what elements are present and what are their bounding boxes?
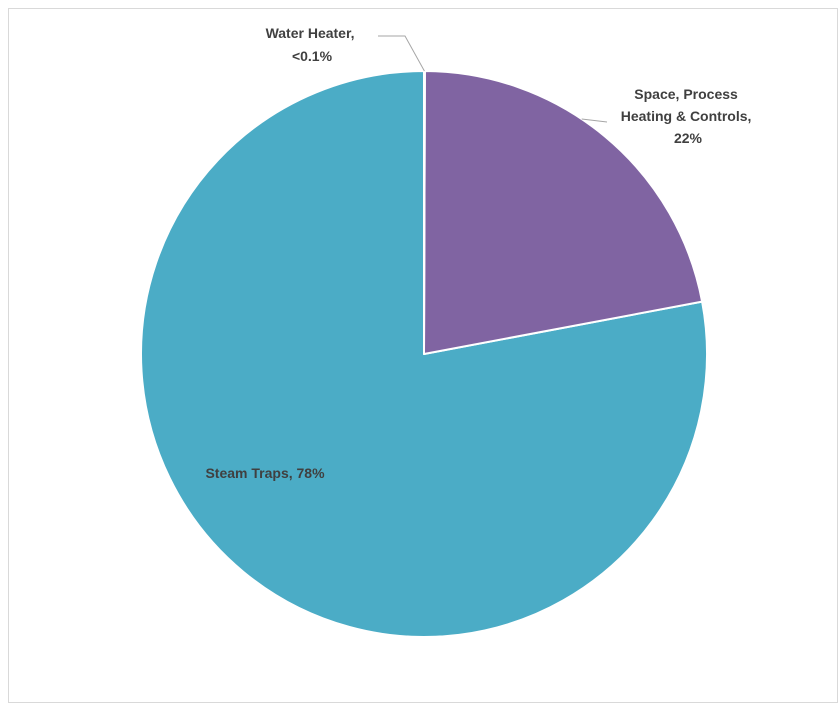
data-label-water-heater: Water Heater, <0.1%	[266, 25, 359, 64]
leader-line-space-process-heating	[581, 118, 608, 123]
pie-slices	[140, 69, 708, 638]
leader-lines	[378, 35, 608, 123]
pie-slice-space-process-heating	[423, 70, 704, 355]
data-label-space-process-heating: Space, Process Heating & Controls, 22%	[621, 86, 756, 146]
pie-slice-steam-traps	[140, 70, 708, 638]
leader-line-water-heater	[378, 35, 425, 72]
data-label-steam-traps: Steam Traps, 78%	[205, 465, 325, 481]
pie-slice-water-heater	[423, 69, 426, 355]
